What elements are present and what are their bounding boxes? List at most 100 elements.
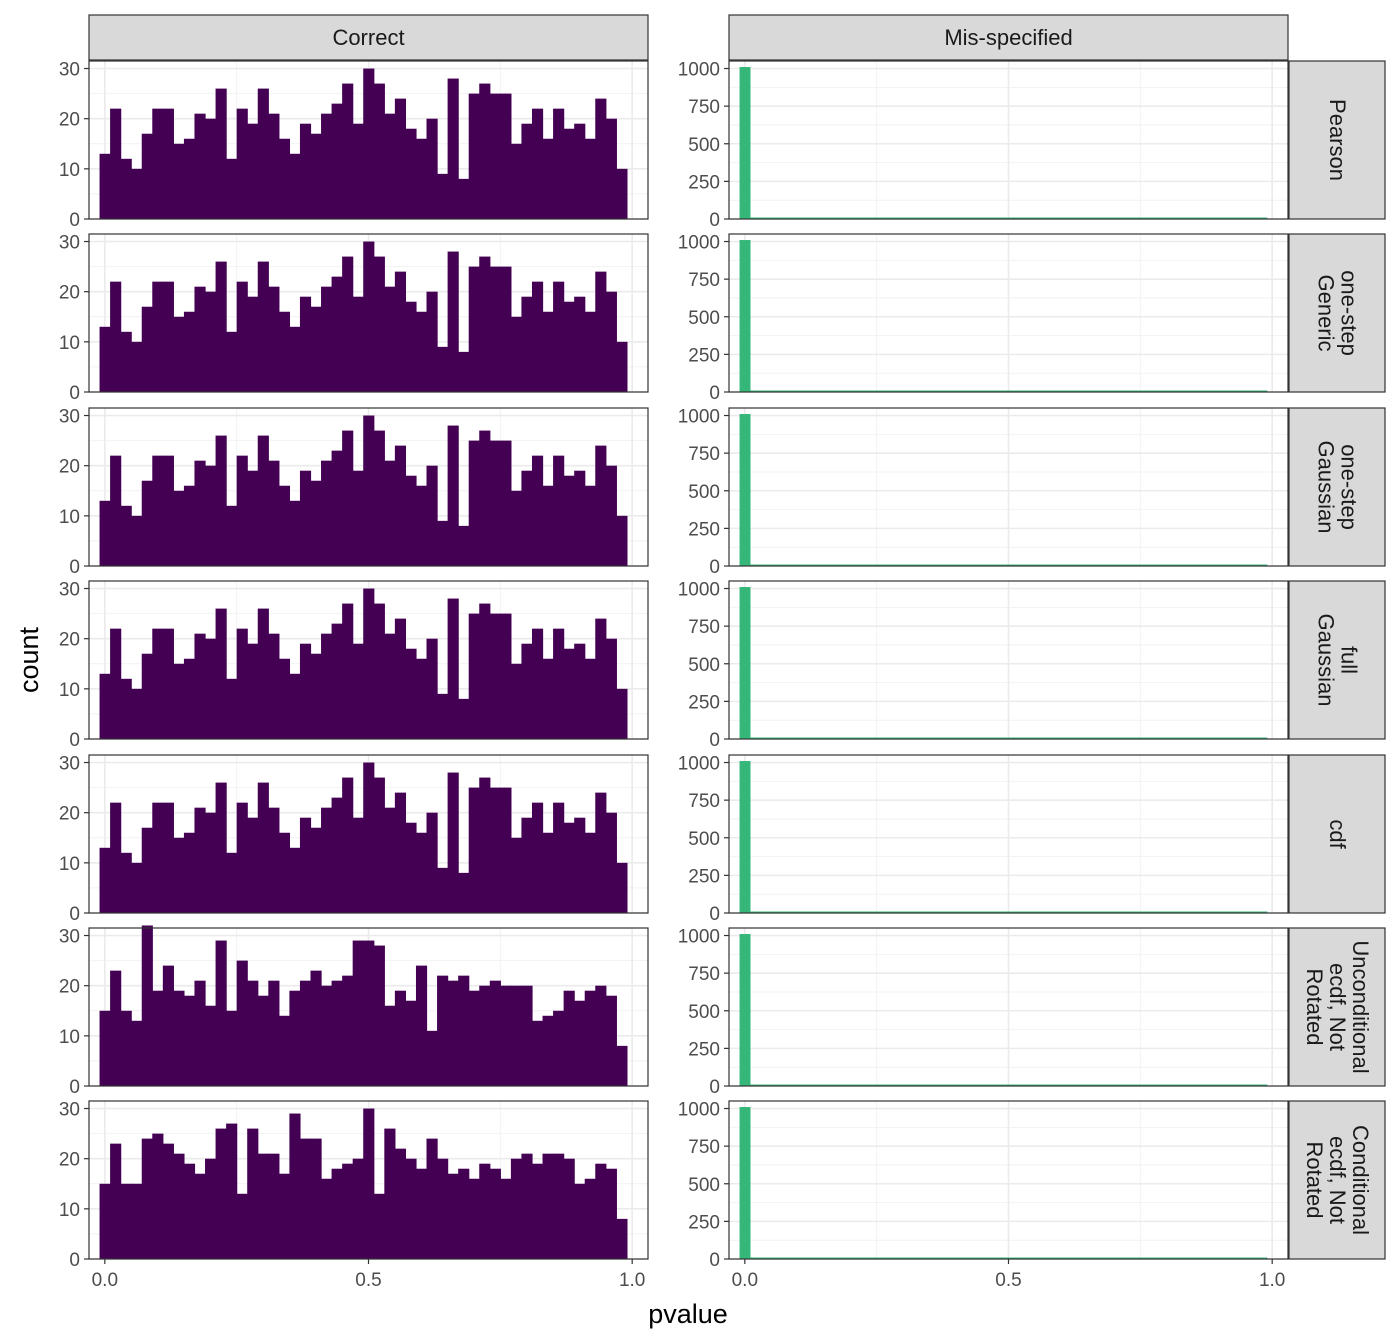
histogram-bar (595, 1163, 607, 1259)
histogram-bar (384, 807, 396, 913)
histogram-bar (226, 505, 238, 566)
histogram-bar (1182, 1084, 1194, 1086)
histogram-bar (1140, 1257, 1152, 1259)
row-strip-3: one-stepGaussian (1288, 407, 1386, 567)
histogram-bar (1077, 911, 1089, 913)
histogram-bar (563, 822, 575, 913)
histogram-bar (510, 490, 523, 566)
histogram-bar (152, 990, 164, 1086)
histogram-bar (458, 351, 470, 392)
histogram-bar (1256, 1084, 1268, 1086)
histogram-bar (1161, 564, 1173, 566)
histogram-bar (950, 737, 962, 739)
histogram-bar (373, 256, 385, 392)
histogram-bar (553, 281, 565, 392)
histogram-bar (531, 108, 544, 219)
histogram-bar (236, 281, 248, 392)
histogram-bar (1203, 564, 1215, 566)
row-strip-label-line: cdf (1325, 819, 1350, 849)
histogram-bar (152, 628, 164, 739)
y-tick-label: 0 (709, 730, 720, 751)
histogram-bar (1245, 737, 1257, 739)
histogram-bar (205, 1158, 217, 1259)
y-tick-label: 20 (59, 110, 80, 131)
histogram-bar (162, 965, 174, 1086)
y-tick-label: 10 (59, 680, 80, 701)
histogram-bar (834, 390, 846, 392)
histogram-bar (1161, 390, 1173, 392)
histogram-bar (194, 980, 206, 1086)
histogram-bar (739, 1107, 751, 1259)
histogram-bar (173, 143, 185, 219)
histogram-bar (584, 485, 596, 566)
histogram-bar (194, 807, 206, 913)
histogram-bar (1171, 737, 1183, 739)
histogram-bar (236, 802, 248, 913)
histogram-bar (268, 633, 280, 739)
histogram-bar (908, 217, 920, 219)
histogram-bar (918, 911, 930, 913)
histogram-bar (131, 862, 143, 913)
histogram-bar (257, 782, 269, 913)
histogram-bar (373, 777, 385, 913)
histogram-bar (500, 787, 512, 913)
histogram-bar (236, 108, 248, 219)
y-tick-label: 500 (688, 829, 720, 850)
histogram-bar (331, 103, 343, 219)
histogram-bar (1119, 911, 1131, 913)
y-tick-label: 1000 (678, 60, 720, 81)
row-strip-background (1288, 60, 1386, 220)
row-strip-label-line: Rotated (1302, 968, 1327, 1045)
histogram-bar (468, 440, 480, 566)
histogram-bar (961, 564, 972, 566)
panel-border (88, 60, 649, 220)
histogram-bar (929, 564, 941, 566)
histogram-bar (342, 430, 354, 566)
panel-border (728, 580, 1289, 740)
histogram-bar (918, 1084, 930, 1086)
histogram-bar (595, 618, 607, 739)
histogram-bar (1161, 1084, 1173, 1086)
histogram-bar (1256, 737, 1268, 739)
histogram-bar (1203, 217, 1215, 219)
histogram-bar (542, 832, 554, 913)
histogram-bar (1150, 1084, 1162, 1086)
histogram-bar (120, 1010, 132, 1086)
histogram-bar (887, 1084, 899, 1086)
histogram-bar (1055, 1084, 1067, 1086)
histogram-bar (760, 737, 772, 739)
x-axis-title: pvalue (648, 1299, 728, 1329)
histogram-bar (394, 792, 407, 913)
histogram-bar (1055, 564, 1067, 566)
histogram-bar (500, 440, 512, 566)
histogram-bar (760, 217, 772, 219)
histogram-bar (918, 390, 930, 392)
histogram-bar (331, 276, 343, 392)
histogram-bar (876, 1257, 888, 1259)
histogram-bar (908, 390, 920, 392)
histogram-bar (521, 643, 533, 739)
histogram-bar (173, 990, 185, 1086)
histogram-bar (574, 123, 586, 219)
y-tick-label: 0 (709, 557, 720, 578)
histogram-bar (855, 217, 867, 219)
histogram-bar (982, 564, 994, 566)
histogram-bar (595, 985, 607, 1086)
histogram-bar (542, 311, 554, 392)
histogram-bar (162, 281, 174, 392)
histogram-bar (278, 485, 290, 566)
histogram-bar (331, 1168, 343, 1259)
histogram-bar (257, 995, 269, 1086)
histogram-bar (574, 470, 586, 566)
y-tick-label: 20 (59, 977, 80, 998)
histogram-bar (99, 153, 111, 219)
histogram-bar (781, 1084, 793, 1086)
histogram-bar (1245, 1084, 1257, 1086)
histogram-bar (950, 911, 962, 913)
row-strip-background (1288, 1100, 1386, 1260)
histogram-bar (1129, 737, 1141, 739)
histogram-bar (183, 832, 196, 913)
panel-misspecified-row-3: 0 250 500 750 1000 (678, 407, 1289, 578)
histogram-bar (1003, 564, 1015, 566)
histogram-bar (247, 296, 259, 392)
